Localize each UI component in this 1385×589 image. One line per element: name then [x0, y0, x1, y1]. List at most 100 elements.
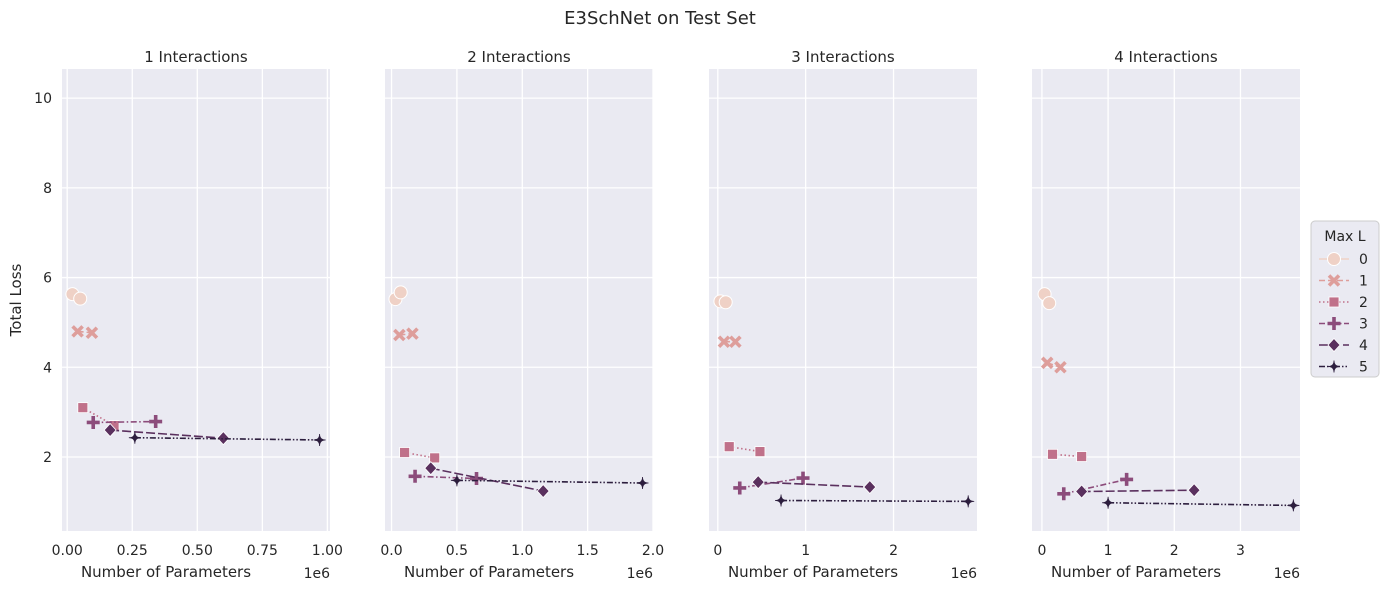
- subplot-title: 1 Interactions: [144, 48, 248, 66]
- y-tick-label: 4: [43, 360, 52, 376]
- plot-area: [385, 69, 653, 531]
- series-3: [733, 471, 810, 495]
- legend-entry-1: 1: [1319, 274, 1368, 290]
- data-point: [71, 325, 84, 338]
- subplot-title: 3 Interactions: [791, 48, 895, 66]
- legend-label: 3: [1359, 317, 1368, 333]
- x-tick-label: 0.5: [446, 543, 468, 559]
- x-tick-label: 0.25: [117, 543, 148, 559]
- x-tick-label: 0: [713, 543, 722, 559]
- x-tick-label: 2: [889, 543, 898, 559]
- data-point: [775, 494, 788, 507]
- data-point: [754, 446, 766, 458]
- series-line: [1063, 478, 1127, 495]
- plot-area: [1032, 69, 1300, 531]
- x-axis-label: Number of Parameters: [81, 563, 251, 581]
- series-line: [430, 467, 544, 492]
- series-2: [723, 441, 766, 458]
- series-line: [781, 499, 969, 503]
- series-line: [758, 481, 870, 488]
- x-offset-label: 1e6: [627, 566, 654, 582]
- x-tick-label: 2: [1170, 543, 1179, 559]
- data-point: [1047, 448, 1058, 460]
- series-2: [399, 447, 441, 464]
- data-point: [149, 415, 163, 429]
- data-point: [729, 335, 742, 348]
- subplot-3: 0 1 2 3 Interactions Number of Parameters 1e6: [709, 48, 977, 582]
- data-point: [1057, 487, 1071, 501]
- data-point: [962, 495, 975, 508]
- data-point: [717, 335, 731, 348]
- series-line: [110, 429, 224, 439]
- y-tick-label: 2: [43, 450, 52, 466]
- legend-marker: [1328, 296, 1340, 308]
- data-point: [216, 431, 230, 446]
- data-point: [406, 327, 419, 340]
- data-point: [1076, 451, 1088, 462]
- data-point: [863, 479, 877, 495]
- legend-marker: [1327, 317, 1341, 330]
- y-tick-label: 8: [43, 181, 52, 197]
- data-point: [424, 461, 438, 476]
- series-0: [1037, 287, 1057, 311]
- legend-marker: [1327, 252, 1341, 266]
- series-line: [134, 436, 320, 441]
- data-point: [718, 295, 733, 310]
- x-tick-label: 0: [1037, 543, 1046, 559]
- data-point: [1287, 499, 1300, 512]
- legend-entry-4: 4: [1319, 337, 1368, 354]
- x-tick-label: 2.0: [642, 543, 664, 559]
- data-point: [733, 481, 747, 495]
- series-4: [1075, 483, 1201, 499]
- y-tick-label: 10: [34, 91, 52, 107]
- legend-label: 2: [1359, 295, 1368, 311]
- legend: Max L 0 1 2 3 4 5: [1310, 220, 1380, 378]
- data-point: [723, 441, 735, 453]
- subplot-1: 0.00 0.25 0.50 0.75 1.00 2 4 6 8 10 1 Interactions…: [7, 48, 343, 582]
- x-offset-label: 1e6: [951, 566, 978, 582]
- x-tick-label: 1.5: [577, 543, 599, 559]
- series-1: [717, 335, 742, 348]
- legend-entry-0: 0: [1319, 252, 1368, 268]
- x-tick-label: 1: [801, 543, 810, 559]
- series-4: [103, 422, 230, 446]
- series-1: [1040, 356, 1067, 374]
- data-point: [1054, 361, 1067, 374]
- series-line: [93, 420, 156, 424]
- subplot-4: 0 1 2 3 4 Interactions Number of Parameters 1e…: [1032, 48, 1300, 582]
- x-tick-label: 0.00: [52, 543, 83, 559]
- data-point: [73, 291, 88, 306]
- series-0: [713, 294, 733, 310]
- subplot-2: 0.0 0.5 1.0 1.5 2.0 2 Interactions Number of P…: [380, 48, 664, 582]
- series-line: [1081, 489, 1195, 493]
- data-point: [1187, 483, 1201, 498]
- data-point: [1075, 484, 1089, 499]
- series-4: [751, 475, 877, 495]
- figure-title: E3SchNet on Test Set: [564, 8, 756, 29]
- legend-entry-5: 5: [1319, 360, 1368, 376]
- legend-marker: [1327, 274, 1341, 287]
- data-point: [1120, 472, 1134, 486]
- legend-label: 0: [1359, 252, 1368, 268]
- plot-area: [709, 69, 977, 531]
- series-2: [1047, 448, 1088, 462]
- legend-entry-3: 3: [1319, 317, 1368, 333]
- series-1: [393, 327, 419, 342]
- x-tick-label: 1: [1104, 543, 1113, 559]
- data-point: [399, 447, 411, 458]
- series-1: [71, 325, 99, 340]
- data-point: [429, 452, 441, 464]
- legend-label: 5: [1359, 360, 1368, 376]
- data-point: [393, 285, 408, 300]
- x-tick-label: 1.0: [511, 543, 533, 559]
- data-point: [408, 469, 422, 483]
- data-point: [77, 402, 89, 414]
- x-axis-label: Number of Parameters: [728, 563, 898, 581]
- x-tick-label: 0.0: [380, 543, 402, 559]
- series-line: [456, 479, 643, 484]
- series-3: [1057, 472, 1134, 501]
- data-point: [85, 326, 99, 340]
- x-offset-label: 1e6: [304, 566, 331, 582]
- plot-area: [62, 69, 330, 531]
